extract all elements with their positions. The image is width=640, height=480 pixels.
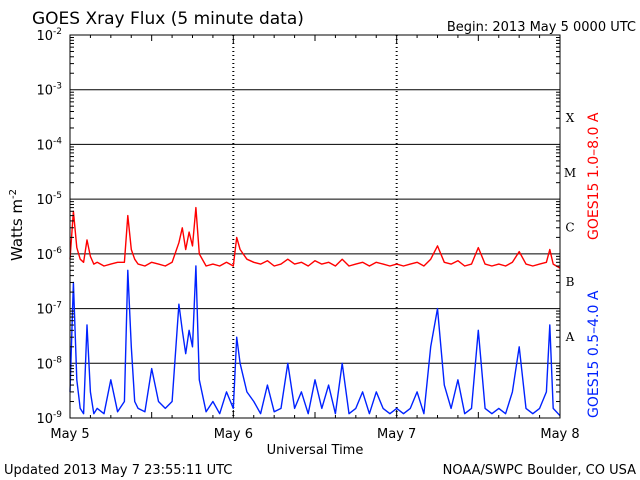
y-tick-label: 10-8	[36, 355, 62, 372]
x-tick-label: May 6	[214, 427, 253, 442]
series-line-long	[69, 206, 561, 269]
y-tick-label: 10-5	[36, 191, 62, 208]
y-tick-label: 10-7	[36, 301, 62, 318]
y-tick-label: 10-4	[36, 136, 62, 153]
legend-long-channel: GOES15 1.0–8.0 A	[586, 112, 602, 240]
y-tick-label: 10-9	[36, 410, 62, 427]
series-line-short	[69, 265, 561, 417]
flare-class-label: M	[564, 166, 576, 180]
x-tick-label: May 5	[50, 427, 89, 442]
updated-timestamp: Updated 2013 May 7 23:55:11 UTC	[4, 463, 232, 478]
flare-class-label: B	[566, 275, 575, 289]
plot-border	[69, 34, 561, 419]
grid-lines	[70, 34, 560, 419]
y-tick-label: 10-6	[36, 246, 62, 263]
y-axis-ticks: 10-9 10-8 10-7 10-6 10-5 10-4 10-3 10-2	[36, 27, 560, 427]
flare-class-label: A	[565, 330, 575, 344]
y-tick-label: 10-3	[36, 82, 62, 99]
plot-frame	[69, 34, 561, 419]
x-axis-label: Universal Time	[267, 443, 364, 458]
y-axis-label: Watts m-2	[8, 189, 26, 261]
x-axis-ticks: May 5 May 6 May 7 May 8	[50, 35, 580, 442]
credit-label: NOAA/SWPC Boulder, CO USA	[443, 463, 636, 478]
flare-class-labels: A B C M X	[564, 111, 576, 344]
x-tick-label: May 7	[377, 427, 416, 442]
legend-short-channel: GOES15 0.5–4.0 A	[586, 290, 602, 418]
flare-class-label: C	[565, 221, 574, 235]
x-tick-label: May 8	[540, 427, 579, 442]
data-series	[69, 206, 561, 417]
chart-title: GOES Xray Flux (5 minute data)	[32, 9, 304, 29]
y-tick-label: 10-2	[36, 27, 62, 44]
begin-date: Begin: 2013 May 5 0000 UTC	[447, 20, 636, 35]
flare-class-label: X	[566, 111, 575, 125]
